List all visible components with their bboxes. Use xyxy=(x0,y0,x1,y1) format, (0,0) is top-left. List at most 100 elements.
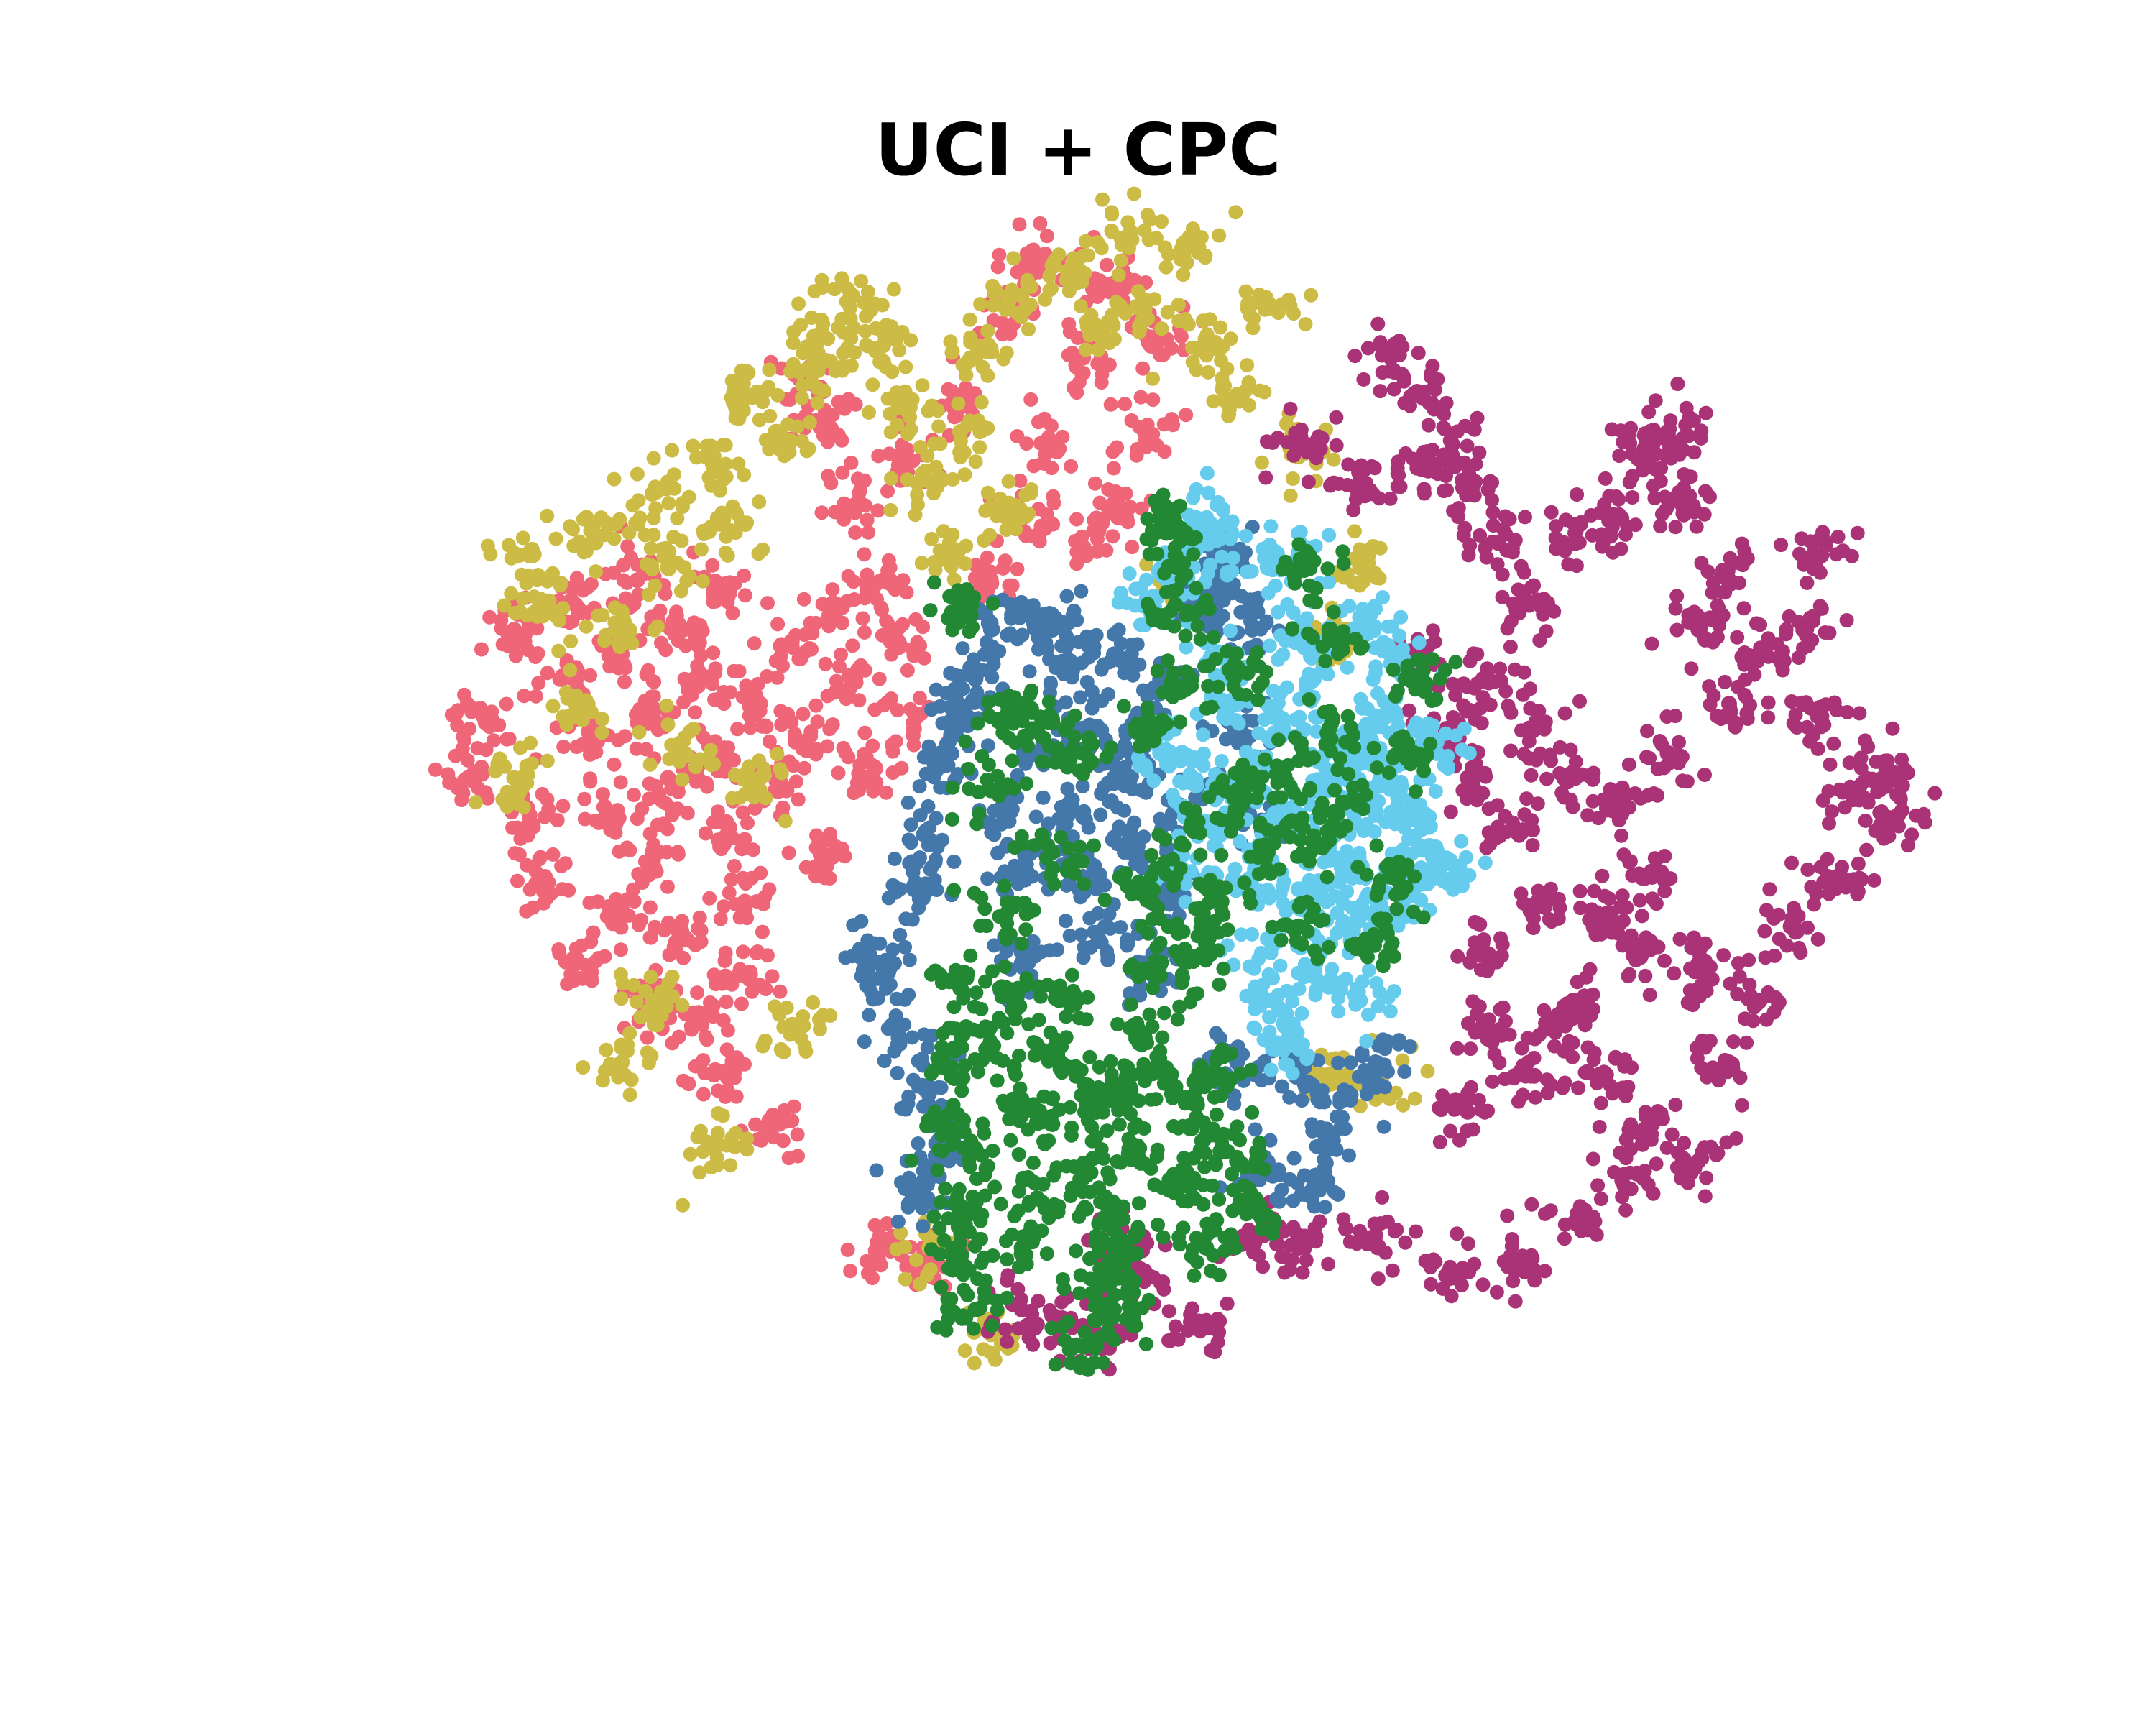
data-point xyxy=(1467,1256,1482,1271)
data-point xyxy=(1880,753,1895,768)
data-point xyxy=(1557,790,1572,805)
data-point xyxy=(762,734,777,749)
data-point xyxy=(847,505,862,520)
data-point xyxy=(1442,433,1457,448)
data-point xyxy=(659,482,674,497)
data-point xyxy=(1487,1046,1502,1062)
data-point xyxy=(1284,1237,1299,1252)
data-point xyxy=(1323,478,1337,493)
data-point xyxy=(1460,438,1475,454)
data-point xyxy=(1212,228,1227,243)
data-point xyxy=(1516,597,1531,612)
data-point xyxy=(667,467,681,482)
data-point xyxy=(987,938,1002,953)
data-point xyxy=(1455,481,1470,496)
data-point xyxy=(720,548,735,563)
data-point xyxy=(1188,790,1203,805)
data-point xyxy=(1432,1134,1447,1149)
data-point xyxy=(579,619,594,634)
data-point xyxy=(794,390,809,405)
data-point xyxy=(1539,624,1554,639)
data-point xyxy=(1483,837,1498,852)
data-point xyxy=(1044,281,1059,296)
data-point xyxy=(1530,796,1545,811)
data-point xyxy=(1161,1304,1176,1319)
data-point xyxy=(545,847,561,862)
data-point xyxy=(473,701,488,716)
data-point xyxy=(643,970,658,985)
data-point xyxy=(1073,890,1088,905)
data-point xyxy=(1113,920,1128,935)
data-point xyxy=(1090,235,1105,250)
data-point xyxy=(1091,342,1106,357)
data-point xyxy=(755,395,770,410)
data-point xyxy=(643,1009,658,1024)
data-point xyxy=(658,586,673,601)
data-point xyxy=(1478,541,1493,556)
data-point xyxy=(957,467,972,482)
data-point xyxy=(1901,765,1915,781)
data-point xyxy=(1077,804,1092,819)
data-point xyxy=(1622,474,1637,489)
data-point xyxy=(1586,1052,1601,1067)
data-point xyxy=(1332,1090,1348,1105)
data-point xyxy=(1851,856,1866,871)
data-point xyxy=(1639,750,1654,765)
data-point xyxy=(991,802,1006,816)
data-point xyxy=(1623,1182,1639,1197)
data-point xyxy=(1644,460,1659,475)
data-point xyxy=(778,814,793,829)
data-point xyxy=(890,1214,906,1229)
data-point xyxy=(957,1343,972,1358)
data-point xyxy=(705,558,720,573)
data-point xyxy=(742,679,757,694)
data-point xyxy=(731,456,746,472)
data-point xyxy=(1505,1232,1519,1246)
data-point xyxy=(936,472,951,487)
data-point xyxy=(1424,1276,1438,1292)
data-point xyxy=(1020,870,1035,885)
data-point xyxy=(1189,362,1204,377)
data-point xyxy=(1259,615,1274,630)
data-point xyxy=(951,396,966,411)
data-point xyxy=(743,720,758,735)
data-point xyxy=(727,859,742,873)
data-point xyxy=(507,846,522,861)
data-point xyxy=(1213,320,1228,335)
data-point xyxy=(1024,482,1039,497)
data-point xyxy=(1000,1334,1015,1349)
data-point xyxy=(1675,431,1690,446)
data-point xyxy=(1503,743,1519,758)
data-point xyxy=(717,953,732,968)
data-point xyxy=(906,1072,921,1087)
data-point xyxy=(865,758,880,773)
data-point xyxy=(1435,1281,1450,1296)
data-point xyxy=(742,708,757,723)
data-point xyxy=(1830,530,1846,544)
data-point xyxy=(537,809,552,824)
data-point xyxy=(1818,538,1833,553)
data-point xyxy=(558,685,573,700)
data-point xyxy=(861,525,876,540)
data-point xyxy=(1112,819,1127,834)
data-point xyxy=(1073,298,1088,313)
data-point xyxy=(1498,527,1514,542)
data-point xyxy=(1514,1041,1529,1056)
data-point xyxy=(883,957,898,972)
data-point xyxy=(1690,1040,1705,1055)
data-point xyxy=(1893,791,1908,806)
data-point xyxy=(1668,601,1683,616)
data-point xyxy=(1784,855,1799,870)
data-point xyxy=(1650,761,1665,776)
data-point xyxy=(1087,695,1102,710)
data-point xyxy=(1528,1090,1543,1105)
data-point xyxy=(1916,806,1931,822)
data-point xyxy=(1782,609,1797,624)
data-point xyxy=(1214,353,1228,368)
data-point xyxy=(885,765,900,780)
data-point xyxy=(1761,710,1776,725)
data-point xyxy=(1154,321,1169,336)
data-point xyxy=(528,875,543,891)
data-point xyxy=(1069,276,1084,291)
data-point xyxy=(1842,755,1857,770)
